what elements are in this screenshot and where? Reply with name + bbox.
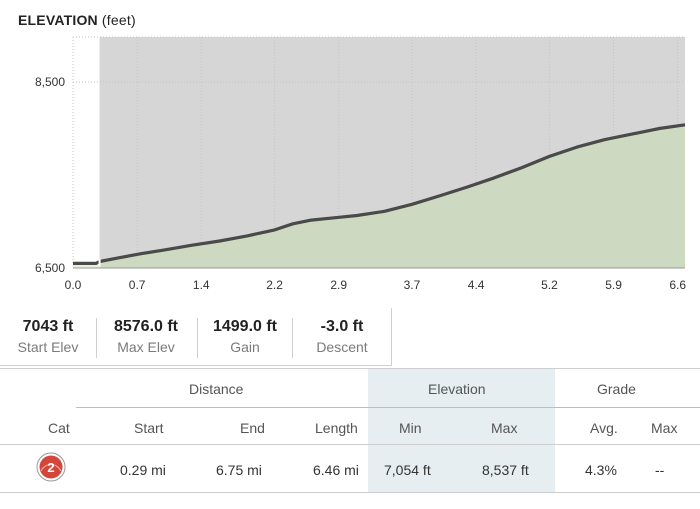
column-header-cat: Cat	[48, 420, 70, 436]
stat-label: Start Elev	[17, 339, 79, 355]
pre-segment-zone	[73, 37, 100, 268]
x-tick-label: 0.7	[129, 278, 146, 292]
stat-label: Max Elev	[117, 339, 175, 355]
x-tick-label: 5.9	[605, 278, 622, 292]
group-header-grade: Grade	[597, 381, 636, 397]
stat-descent: -3.0 ft Descent	[300, 318, 384, 355]
group-header-distance: Distance	[189, 381, 244, 397]
stat-divider	[96, 318, 97, 358]
stat-value: 8576.0 ft	[113, 318, 179, 335]
column-header-grade-max: Max	[651, 420, 678, 436]
group-header-elevation: Elevation	[428, 381, 486, 397]
row-max: 8,537 ft	[482, 462, 529, 478]
row-avg: 4.3%	[585, 462, 617, 478]
stat-gain: 1499.0 ft Gain	[204, 318, 286, 355]
row-min: 7,054 ft	[384, 462, 431, 478]
x-tick-label: 1.4	[193, 278, 210, 292]
column-header-min: Min	[399, 420, 422, 436]
stat-value: -3.0 ft	[320, 318, 364, 335]
stat-start-elev: 7043 ft Start Elev	[12, 318, 84, 355]
table-top-border	[0, 368, 700, 369]
x-tick-label: 2.2	[266, 278, 283, 292]
row-end: 6.75 mi	[216, 462, 262, 478]
table-header-divider	[0, 444, 700, 445]
y-tick-label: 6,500	[35, 261, 65, 275]
stat-value: 1499.0 ft	[212, 318, 278, 335]
x-tick-label: 2.9	[330, 278, 347, 292]
row-start: 0.29 mi	[120, 462, 166, 478]
x-tick-label: 3.7	[404, 278, 421, 292]
stats-panel: 7043 ft Start Elev 8576.0 ft Max Elev 14…	[0, 308, 392, 366]
chart-title: ELEVATION (feet)	[18, 12, 136, 28]
row-length: 6.46 mi	[313, 462, 359, 478]
column-header-start: Start	[134, 420, 164, 436]
x-tick-label: 5.2	[541, 278, 558, 292]
group-header-divider	[76, 407, 700, 408]
column-header-end: End	[240, 420, 265, 436]
category-badge-value: 2	[47, 460, 54, 475]
stat-max-elev: 8576.0 ft Max Elev	[104, 318, 188, 355]
stat-divider	[197, 318, 198, 358]
x-tick-label: 4.4	[468, 278, 485, 292]
table-row-divider	[0, 492, 700, 493]
stat-divider	[292, 318, 293, 358]
elevation-column-highlight	[368, 369, 555, 493]
x-tick-label: 6.6	[669, 278, 686, 292]
elevation-area-segment	[99, 124, 686, 268]
stat-value: 7043 ft	[22, 318, 74, 335]
x-tick-label: 0.0	[65, 278, 82, 292]
elevation-line	[73, 123, 686, 265]
row-grade-max: --	[655, 462, 665, 478]
stat-label: Descent	[316, 339, 368, 355]
category-badge-icon: 2	[36, 452, 66, 482]
column-header-avg: Avg.	[590, 420, 618, 436]
stat-label: Gain	[230, 339, 260, 355]
y-tick-label: 8,500	[35, 75, 65, 89]
elevation-chart: 0.0 0.7 1.4 2.2 2.9 3.7 4.4 5.2 5.9 6.6 6,500 8,500	[35, 36, 686, 292]
column-header-length: Length	[315, 420, 358, 436]
column-header-max: Max	[491, 420, 518, 436]
